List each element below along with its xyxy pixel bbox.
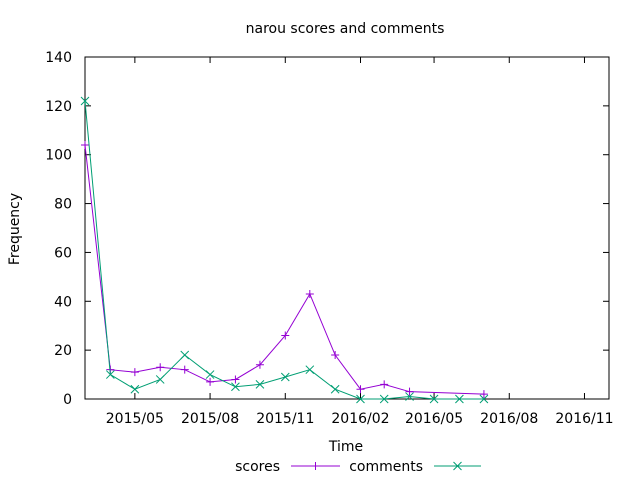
plus-marker: [305, 289, 314, 298]
x-tick-label: 2015/05: [106, 411, 164, 427]
x-tick-label: 2015/08: [181, 411, 239, 427]
y-tick-label: 60: [54, 245, 72, 261]
x-tick-label: 2015/11: [256, 411, 314, 427]
cross-marker: [429, 394, 439, 404]
cross-marker: [80, 96, 90, 106]
x-tick-label: 2016/11: [555, 411, 613, 427]
cross-marker: [280, 372, 290, 382]
series-line: [84, 100, 484, 400]
y-tick-label: 40: [54, 294, 72, 310]
cross-marker: [231, 382, 240, 392]
y-axis-label: Frequency: [7, 193, 23, 265]
plus-marker: [206, 377, 215, 386]
plus-marker: [281, 331, 290, 340]
plus-marker: [180, 365, 189, 374]
y-tick-label: 100: [45, 148, 72, 164]
y-tick-label: 120: [45, 99, 72, 115]
cross-marker: [455, 394, 464, 404]
legend-label: scores: [235, 459, 280, 475]
plus-marker: [380, 380, 389, 389]
series-comments: [80, 96, 489, 404]
cross-marker: [105, 370, 115, 379]
cross-marker: [453, 461, 462, 471]
y-tick-label: 140: [45, 50, 72, 66]
cross-marker: [379, 394, 389, 404]
plus-marker: [130, 368, 139, 377]
y-axis: 0 20 40 60 80 100 120 140: [45, 50, 609, 408]
legend: scores comments: [235, 459, 481, 475]
plus-marker: [405, 387, 414, 396]
cross-marker: [479, 394, 489, 404]
plus-marker: [231, 375, 240, 384]
series-line: [84, 144, 484, 395]
x-axis: 2015/05 2015/08 2015/11 2016/02 2016/05 2016/…: [106, 57, 614, 427]
cross-marker: [130, 384, 140, 394]
plus-marker: [311, 462, 320, 470]
series-scores: [81, 140, 488, 399]
plus-marker: [479, 390, 488, 399]
series-group: [80, 96, 489, 404]
x-axis-label: Time: [328, 439, 363, 455]
cross-marker: [155, 375, 165, 384]
cross-marker: [356, 394, 365, 404]
plus-marker: [356, 385, 365, 394]
x-tick-label: 2016/05: [405, 411, 463, 427]
y-tick-label: 0: [63, 392, 72, 408]
cross-marker: [255, 379, 265, 389]
chart-title: narou scores and comments: [246, 21, 445, 37]
y-tick-label: 20: [54, 343, 72, 359]
cross-marker: [305, 365, 315, 375]
plus-marker: [255, 360, 264, 369]
x-tick-label: 2016/08: [480, 411, 538, 427]
plus-marker: [156, 363, 165, 372]
x-tick-label: 2016/02: [331, 411, 389, 427]
y-tick-label: 80: [54, 197, 72, 213]
plot-area-border: [84, 56, 610, 400]
plus-marker: [331, 351, 340, 360]
legend-label: comments: [349, 459, 423, 475]
plus-marker: [81, 140, 89, 149]
cross-marker: [205, 370, 215, 379]
cross-marker: [405, 392, 414, 401]
cross-marker: [180, 350, 190, 360]
cross-marker: [330, 384, 340, 394]
